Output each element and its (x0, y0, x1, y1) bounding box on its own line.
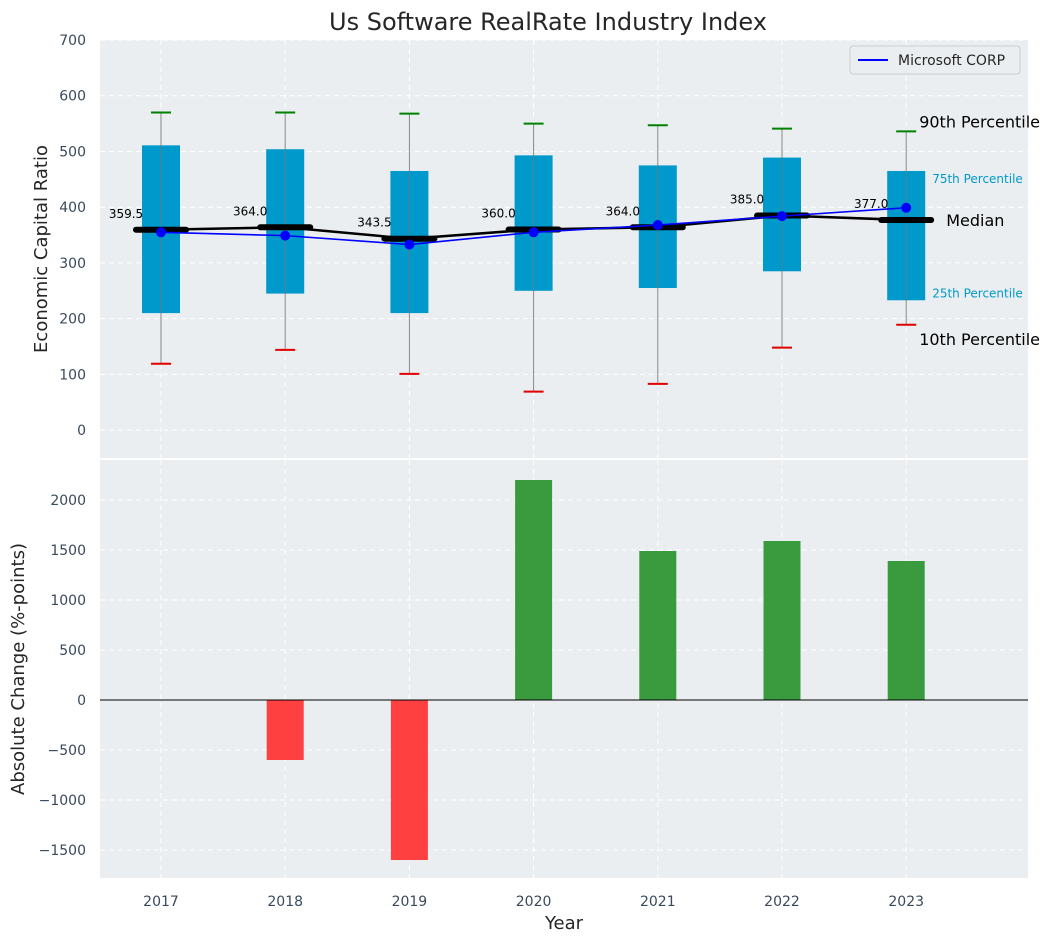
top-y-tick-label: 0 (77, 423, 86, 439)
company-point (528, 227, 539, 238)
x-tick-label: 2018 (267, 894, 303, 910)
bottom-y-tick-label: −500 (48, 743, 86, 759)
company-point (156, 227, 166, 238)
bar-2022 (763, 541, 801, 700)
x-tick-label: 2017 (143, 894, 179, 910)
company-point (280, 230, 291, 241)
annotation-p90: 90th Percentile (919, 112, 1040, 131)
annotation-median: Median (946, 211, 1004, 230)
x-ticks: 2017 2018 2019 2020 2021 2022 2023 (143, 894, 924, 910)
bar-2020 (515, 480, 553, 700)
bottom-y-tick-label: 500 (59, 643, 86, 659)
median-value-label: 377.0 (854, 197, 888, 211)
top-y-tick-label: 100 (59, 367, 86, 383)
bottom-y-axis-label: Absolute Change (%-points) (8, 543, 29, 795)
legend-box (849, 45, 1021, 75)
legend-label: Microsoft CORP (898, 53, 1005, 69)
x-tick-label: 2022 (764, 894, 800, 910)
top-y-tick-label: 200 (59, 312, 86, 328)
company-point (901, 202, 912, 213)
bottom-y-ticks: −1500 −1000 −500 0 500 1000 1500 2000 (39, 493, 86, 859)
bottom-y-tick-label: −1500 (39, 843, 86, 859)
x-tick-label: 2020 (516, 894, 552, 910)
bottom-y-tick-label: 1500 (50, 543, 86, 559)
x-tick-label: 2021 (640, 894, 676, 910)
x-tick-label: 2019 (392, 894, 428, 910)
median-value-label: 385.0 (730, 193, 764, 207)
bottom-plot-area (100, 460, 1028, 878)
median-value-label: 364.0 (233, 204, 267, 218)
top-y-tick-label: 600 (59, 89, 86, 105)
median-value-label: 359.5 (109, 207, 143, 221)
legend: Microsoft CORP (849, 45, 1021, 75)
top-y-tick-label: 400 (59, 200, 86, 216)
median-value-label: 364.0 (606, 204, 640, 218)
annotation-p75: 75th Percentile (932, 172, 1023, 186)
x-tick-label: 2023 (888, 894, 924, 910)
top-y-tick-label: 700 (59, 33, 86, 49)
bar-2018 (266, 700, 304, 760)
bottom-y-tick-label: −1000 (39, 793, 86, 809)
median-value-label: 360.0 (481, 206, 515, 220)
median-value-label: 343.5 (357, 216, 391, 230)
top-y-tick-label: 300 (59, 256, 86, 272)
boxplots (142, 111, 926, 393)
bottom-y-tick-label: 0 (77, 693, 86, 709)
top-y-axis-label: Economic Capital Ratio (31, 145, 52, 353)
chart-title: Us Software RealRate Industry Index (329, 8, 767, 36)
top-y-tick-label: 500 (59, 144, 86, 160)
company-point (777, 211, 787, 222)
company-series (156, 202, 912, 250)
percentile-annotations: 90th Percentile 75th Percentile Median 25th… (919, 112, 1040, 348)
top-y-ticks: 0 100 200 300 400 500 600 700 (59, 33, 86, 439)
bottom-y-tick-label: 2000 (50, 493, 86, 509)
annotation-p25: 25th Percentile (932, 286, 1023, 300)
top-plot-area (100, 40, 1028, 458)
company-point (652, 220, 663, 231)
annotation-p10: 10th Percentile (919, 330, 1040, 349)
bar-2021 (639, 551, 677, 700)
change-bars (266, 480, 925, 860)
x-axis-label: Year (544, 913, 584, 934)
bottom-y-tick-label: 1000 (50, 593, 86, 609)
bar-2019 (390, 700, 428, 860)
bar-2023 (887, 561, 925, 700)
company-point (404, 239, 415, 250)
